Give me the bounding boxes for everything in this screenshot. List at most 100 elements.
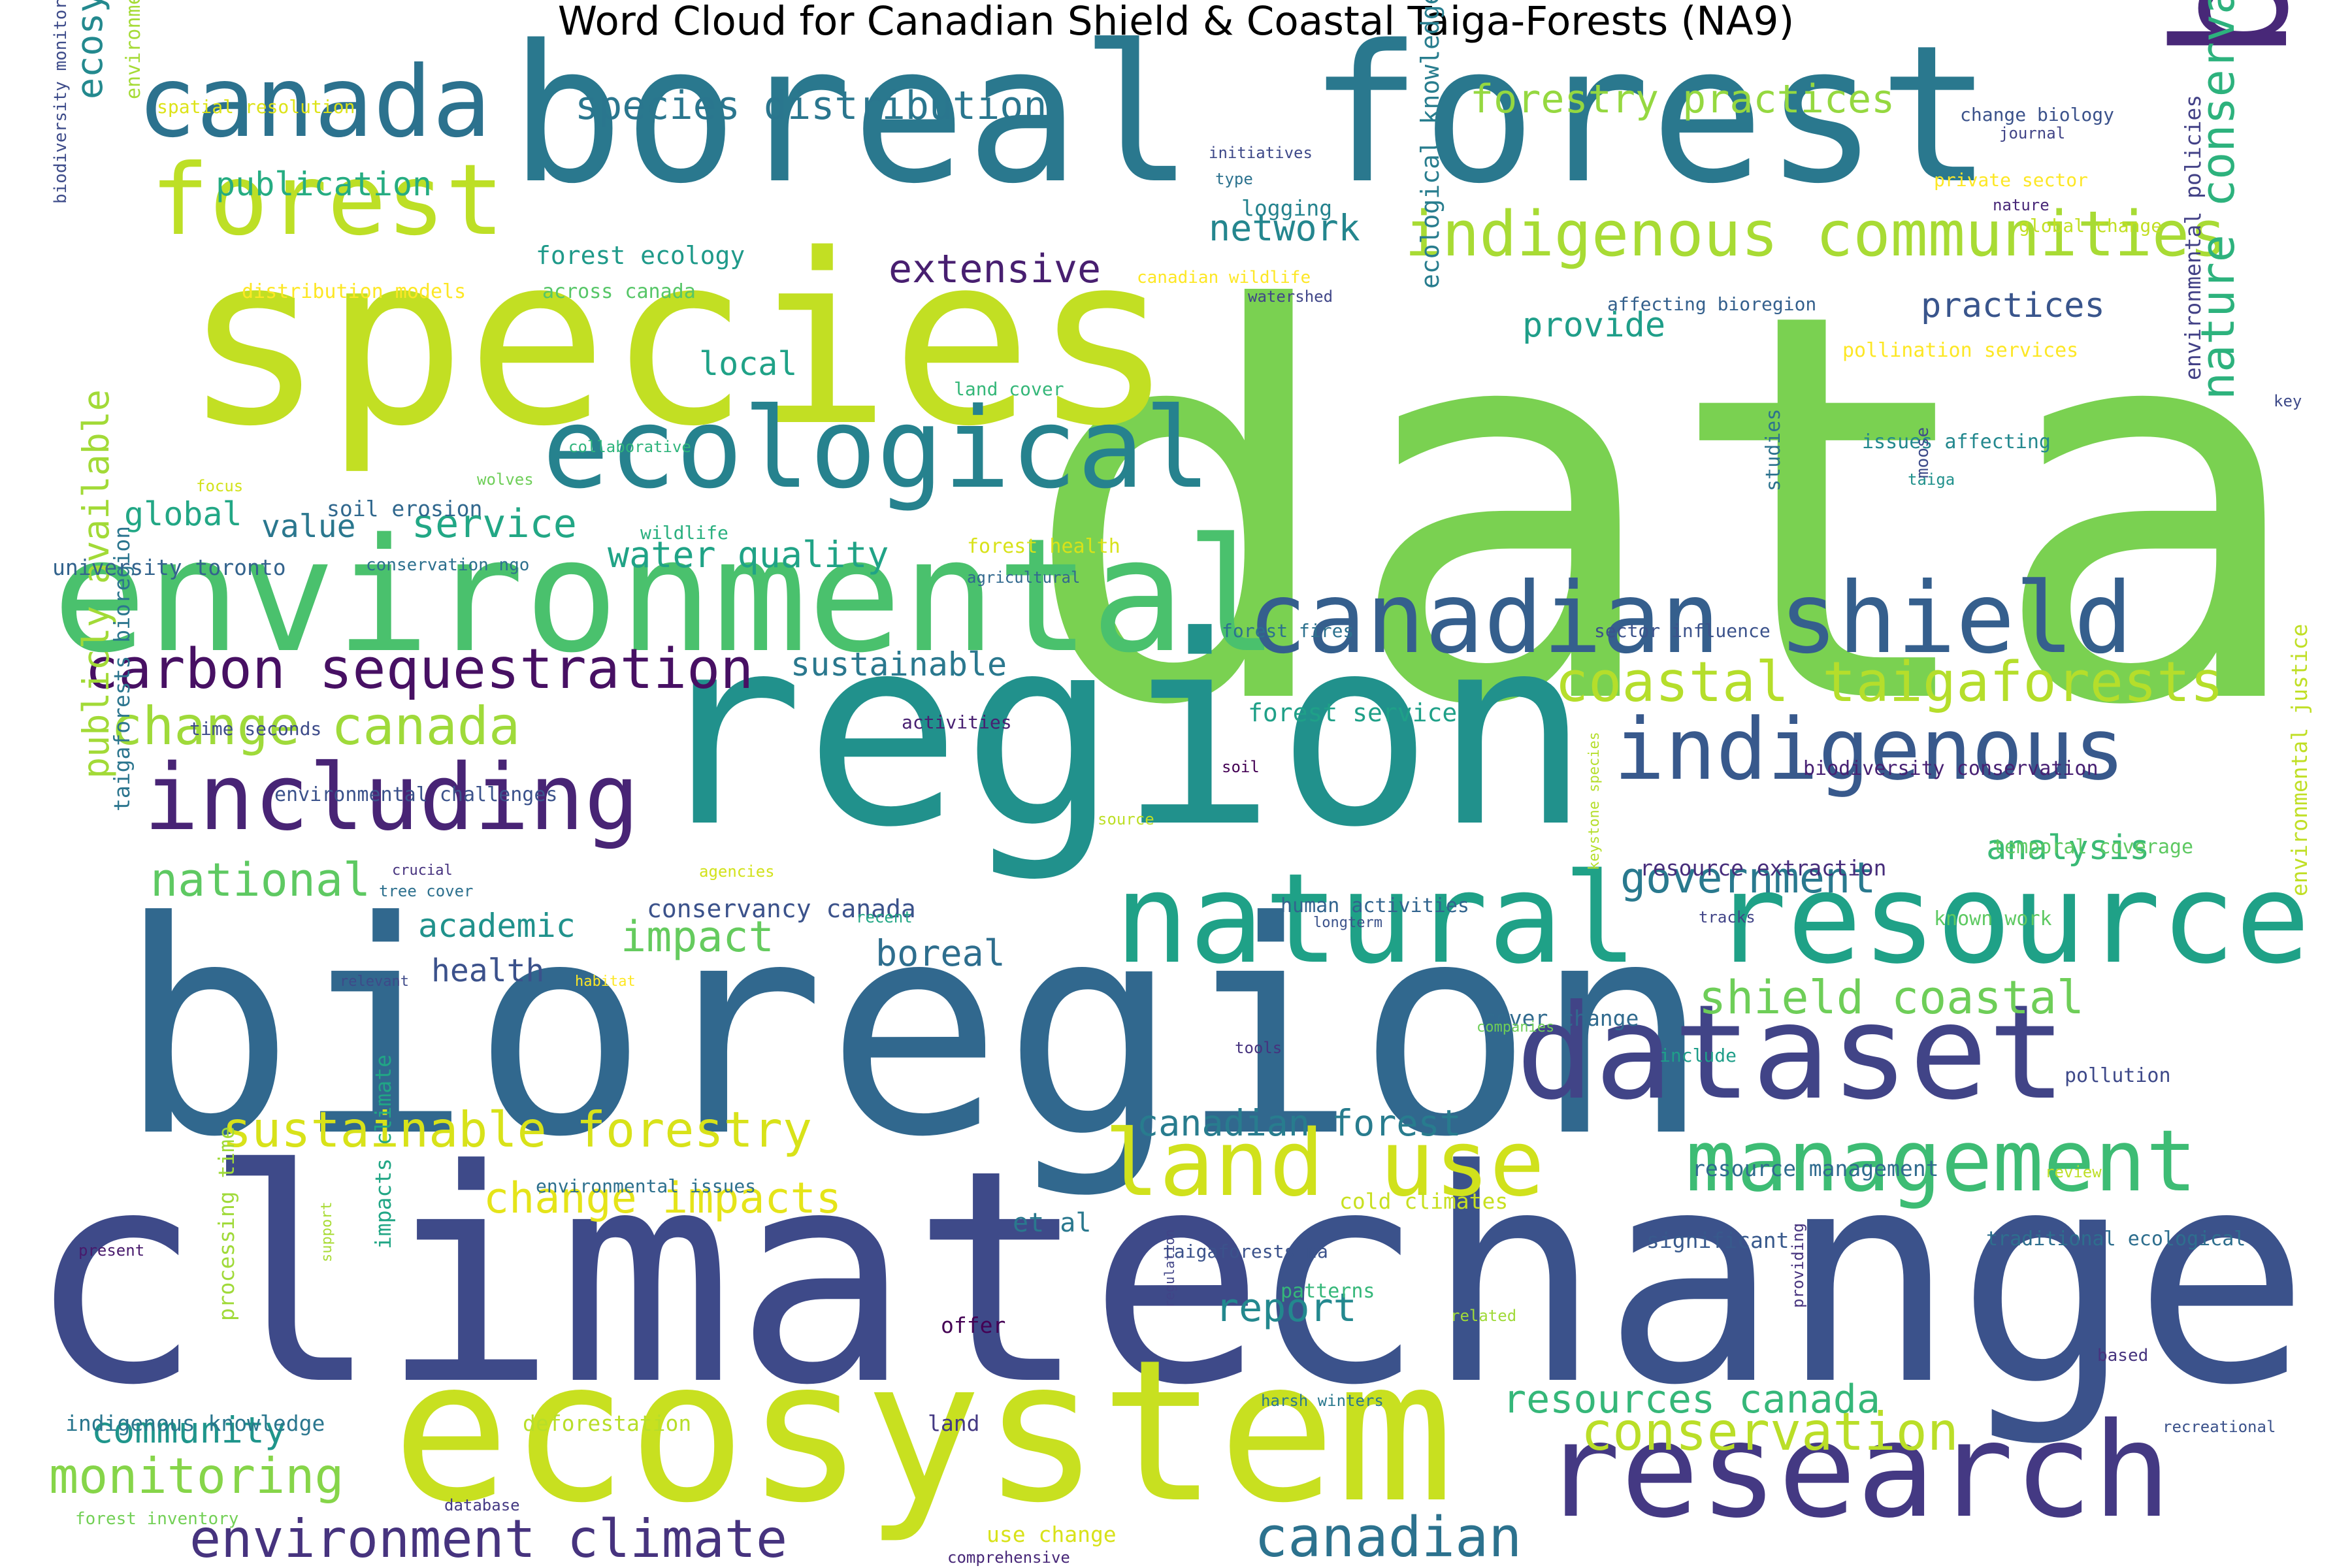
page-title: Word Cloud for Canadian Shield & Coastal… — [557, 0, 1795, 44]
cloud-word: based — [2097, 1346, 2149, 1365]
cloud-word: related — [1450, 1307, 1517, 1325]
cloud-word: forest health — [967, 535, 1120, 558]
cloud-word: change impacts — [483, 1174, 841, 1223]
cloud-word: harsh winters — [1261, 1392, 1384, 1410]
cloud-word: environmental issues — [536, 1175, 757, 1197]
cloud-word: provide — [1522, 306, 1666, 345]
cloud-word: impacts climate — [370, 1054, 396, 1249]
cloud-word: indigenous knowledge — [65, 1411, 325, 1436]
cloud-word: analysis — [1986, 828, 2150, 868]
cloud-word: review — [2045, 1163, 2102, 1181]
cloud-word: across canada — [542, 280, 696, 303]
cloud-word: known work — [1934, 907, 2052, 930]
cloud-word: journal — [1999, 124, 2066, 142]
cloud-word: indigenous communities — [1405, 199, 2227, 270]
cloud-word: conservation ngo — [366, 555, 530, 575]
cloud-word: activities — [902, 711, 1012, 733]
cloud-word: support — [319, 1201, 335, 1262]
cloud-word: canadian — [1254, 1505, 1522, 1568]
cloud-word: focus — [196, 477, 244, 495]
cloud-word: tree cover — [379, 882, 474, 900]
cloud-word: environment climate — [189, 1509, 788, 1568]
cloud-word: community — [91, 1409, 287, 1451]
cloud-word: offer — [941, 1313, 1006, 1338]
cloud-word: health — [431, 953, 545, 989]
cloud-word: university toronto — [52, 555, 286, 580]
cloud-word: affecting bioregion — [1607, 293, 1817, 315]
cloud-word: coastal taigaforests — [1555, 650, 2224, 715]
cloud-word: significant — [1646, 1228, 1789, 1253]
cloud-word: comprehensive — [947, 1548, 1070, 1567]
cloud-word: keystone species — [1586, 732, 1603, 870]
cloud-word: network — [1209, 207, 1360, 249]
cloud-word: environmental challenges — [274, 783, 558, 806]
cloud-word: forest service — [1248, 698, 1458, 727]
cloud-word: traditional ecological — [1986, 1228, 2246, 1250]
word-cloud: data bioregion climate change region species e… — [26, 0, 2323, 1568]
cloud-word: nature — [1993, 196, 2050, 214]
cloud-word: recent — [856, 908, 913, 926]
cloud-word: longterm — [1313, 915, 1382, 931]
cloud-word: forest fires — [1222, 620, 1354, 642]
cloud-word: ecosystem — [392, 1318, 1454, 1546]
cloud-word: dataset — [1516, 977, 2066, 1129]
cloud-word: biodiversity conservation — [1803, 757, 2099, 780]
cloud-word: carbon sequestration — [85, 637, 754, 702]
cloud-word: include — [1659, 1045, 1737, 1066]
cloud-word: change — [1248, 1107, 2310, 1450]
cloud-word: environmental justice — [2287, 623, 2312, 896]
cloud-word: processing time — [214, 1126, 239, 1321]
cloud-word: ecosystem services — [69, 0, 110, 99]
cloud-word: pollution — [2065, 1064, 2171, 1087]
cloud-word: regulation — [1162, 1229, 1177, 1308]
cloud-word: environmental management — [122, 0, 145, 99]
cloud-word: water quality — [608, 534, 889, 576]
cloud-word: government — [1620, 854, 1876, 903]
cloud-word: ecological — [542, 384, 1211, 514]
cloud-word: logging — [1241, 195, 1333, 221]
cloud-word: et al — [1013, 1208, 1092, 1238]
cloud-word: sustainable — [791, 645, 1007, 683]
cloud-word: canadian forest — [1137, 1102, 1462, 1144]
cloud-word: monitoring — [49, 1447, 344, 1505]
cloud-word: data — [1020, 199, 2310, 823]
cloud-word: practices — [1921, 286, 2105, 325]
cloud-word: present — [78, 1241, 145, 1260]
cloud-word: natural resource — [1114, 847, 2310, 991]
cloud-word: change canada — [111, 696, 521, 757]
cloud-word: studies — [1762, 408, 1785, 491]
cloud-word: relevant — [340, 973, 409, 990]
cloud-word: canadian wildlife — [1137, 268, 1311, 287]
cloud-word: type — [1215, 170, 1253, 188]
cloud-word: management — [1686, 1111, 2197, 1211]
cloud-word: tracks — [1699, 908, 1756, 926]
cloud-word: change biology — [1960, 104, 2115, 125]
cloud-word: biodiversity monitoring — [51, 0, 71, 204]
cloud-word: taigaforests na — [1163, 1241, 1328, 1262]
cloud-word: recreational — [2163, 1418, 2276, 1436]
cloud-word: indigenous — [1614, 700, 2125, 799]
cloud-word: service — [412, 501, 577, 547]
cloud-word: providing — [1789, 1222, 1807, 1308]
cloud-word: crucial — [392, 862, 453, 879]
cloud-word: land cover — [954, 378, 1064, 400]
cloud-word: environmental — [52, 504, 1280, 687]
cloud-word: resource extraction — [1640, 855, 1887, 881]
cloud-word: value — [261, 508, 356, 545]
cloud-word: taiga — [1908, 470, 1955, 489]
cloud-word: research — [1542, 1395, 2172, 1547]
cloud-word: spatial resolution — [157, 96, 355, 118]
cloud-word: publication — [216, 165, 433, 203]
cloud-word: use change — [987, 1522, 1117, 1547]
cloud-word: wildlife — [640, 522, 728, 544]
cloud-word: tools — [1235, 1039, 1282, 1057]
cloud-word: sector influence — [1594, 620, 1771, 642]
cloud-word: patterns — [1281, 1280, 1375, 1303]
cloud-word: local — [699, 345, 798, 383]
cloud-word: resources canada — [1503, 1377, 1880, 1422]
cloud-word: land use — [1104, 1111, 1545, 1217]
cloud-word: extensive — [889, 246, 1102, 292]
cloud-word: academic — [418, 907, 576, 945]
cloud-word: shield coastal — [1699, 971, 2085, 1024]
